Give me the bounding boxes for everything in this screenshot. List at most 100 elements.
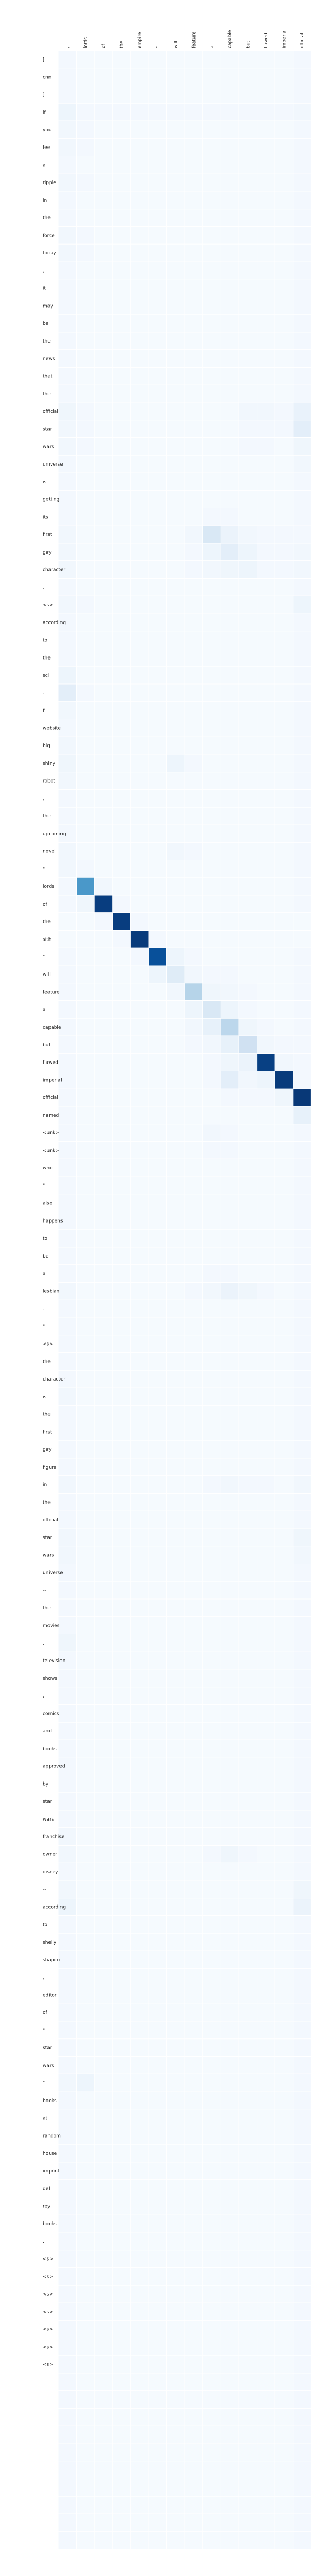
heatmap-cell	[148, 68, 167, 86]
heatmap-cell	[148, 1493, 167, 1511]
heatmap-cell	[76, 2461, 95, 2479]
heatmap-cell	[238, 1458, 258, 1476]
heatmap-cell	[76, 789, 95, 808]
heatmap-cell	[274, 314, 294, 333]
row-label: in	[43, 198, 47, 203]
heatmap-cell	[293, 1915, 311, 1934]
heatmap-cell	[148, 1423, 167, 1441]
heatmap-cell	[76, 2443, 95, 2462]
heatmap-cell	[166, 209, 185, 227]
heatmap-cell	[166, 455, 185, 473]
heatmap-cell	[238, 332, 258, 350]
heatmap-cell	[148, 86, 167, 104]
heatmap-cell	[220, 631, 239, 649]
heatmap-cell	[293, 1950, 311, 1969]
heatmap-cell	[148, 1088, 167, 1107]
heatmap-cell	[166, 156, 185, 174]
heatmap-cell	[202, 2038, 221, 2057]
heatmap-cell	[94, 1880, 113, 1899]
heatmap-cell	[202, 2091, 221, 2110]
heatmap-cell	[274, 50, 294, 69]
heatmap-cell	[94, 683, 113, 702]
heatmap-cell	[293, 1739, 311, 1758]
heatmap-cell	[166, 1722, 185, 1740]
heatmap-cell	[166, 367, 185, 385]
heatmap-cell	[220, 1704, 239, 1723]
heatmap-cell	[58, 490, 77, 508]
heatmap-cell	[238, 1687, 258, 1705]
heatmap-cell	[148, 1546, 167, 1564]
heatmap-cell	[130, 1581, 149, 1600]
heatmap-cell	[257, 983, 275, 1001]
heatmap-cell	[166, 420, 185, 438]
heatmap-cell	[220, 1546, 239, 1564]
row-label: wars	[43, 1553, 54, 1558]
heatmap-cell	[148, 789, 167, 808]
heatmap-cell	[148, 736, 167, 755]
heatmap-cell	[274, 912, 294, 931]
heatmap-cell	[148, 965, 167, 984]
heatmap-cell	[220, 877, 239, 896]
heatmap-cell	[76, 1299, 95, 1318]
heatmap-cell	[148, 2496, 167, 2514]
heatmap-cell	[293, 1845, 311, 1863]
heatmap-cell	[58, 683, 77, 702]
heatmap-cell	[220, 2003, 239, 2022]
row-label: movies	[43, 1623, 60, 1629]
heatmap-cell	[293, 947, 311, 966]
heatmap-cell	[274, 1035, 294, 1054]
heatmap-cell	[112, 930, 131, 948]
heatmap-cell	[184, 1141, 203, 1159]
heatmap-cell	[148, 666, 167, 685]
heatmap-cell	[293, 2003, 311, 2022]
heatmap-cell	[76, 1088, 95, 1107]
heatmap-cell	[257, 1247, 275, 1265]
heatmap-cell	[76, 2144, 95, 2163]
heatmap-cell	[148, 2021, 167, 2040]
heatmap-cell	[130, 1018, 149, 1036]
heatmap-cell	[112, 1704, 131, 1723]
heatmap-cell	[202, 490, 221, 508]
heatmap-cell	[166, 332, 185, 350]
heatmap-cell	[257, 595, 275, 614]
heatmap-cell	[238, 2162, 258, 2180]
heatmap-cell	[76, 2320, 95, 2338]
heatmap-cell	[202, 2302, 221, 2321]
heatmap-cell	[202, 1194, 221, 1212]
heatmap-cell	[274, 1141, 294, 1159]
heatmap-cell	[257, 860, 275, 878]
heatmap-cell	[76, 631, 95, 649]
heatmap-cell	[148, 701, 167, 719]
heatmap-cell	[184, 719, 203, 737]
heatmap-cell	[257, 1229, 275, 1248]
heatmap-cell	[220, 2408, 239, 2426]
heatmap-cell	[293, 1546, 311, 1564]
heatmap-cell	[274, 595, 294, 614]
heatmap-cell	[130, 543, 149, 561]
heatmap-cell	[58, 736, 77, 755]
heatmap-cell	[202, 525, 221, 544]
heatmap-cell	[220, 578, 239, 596]
row-label: shiny	[43, 761, 56, 766]
heatmap-cell	[58, 1845, 77, 1863]
heatmap-cell	[293, 472, 311, 491]
heatmap-cell	[184, 1510, 203, 1529]
heatmap-cell	[58, 1106, 77, 1125]
heatmap-cell	[76, 279, 95, 297]
heatmap-cell	[130, 243, 149, 262]
column-label: of	[102, 43, 107, 48]
heatmap-cell	[293, 1106, 311, 1125]
heatmap-cell	[76, 1757, 95, 1775]
heatmap-cell	[58, 2197, 77, 2215]
heatmap-cell	[130, 437, 149, 456]
heatmap-cell	[184, 2267, 203, 2286]
heatmap-cell	[166, 1915, 185, 1934]
heatmap-cell	[293, 2179, 311, 2197]
heatmap-cell	[238, 1176, 258, 1195]
heatmap-cell	[202, 243, 221, 262]
heatmap-cell	[257, 508, 275, 526]
heatmap-cell	[184, 1247, 203, 1265]
heatmap-cell	[58, 226, 77, 245]
heatmap-cell	[184, 842, 203, 860]
heatmap-cell	[148, 1018, 167, 1036]
